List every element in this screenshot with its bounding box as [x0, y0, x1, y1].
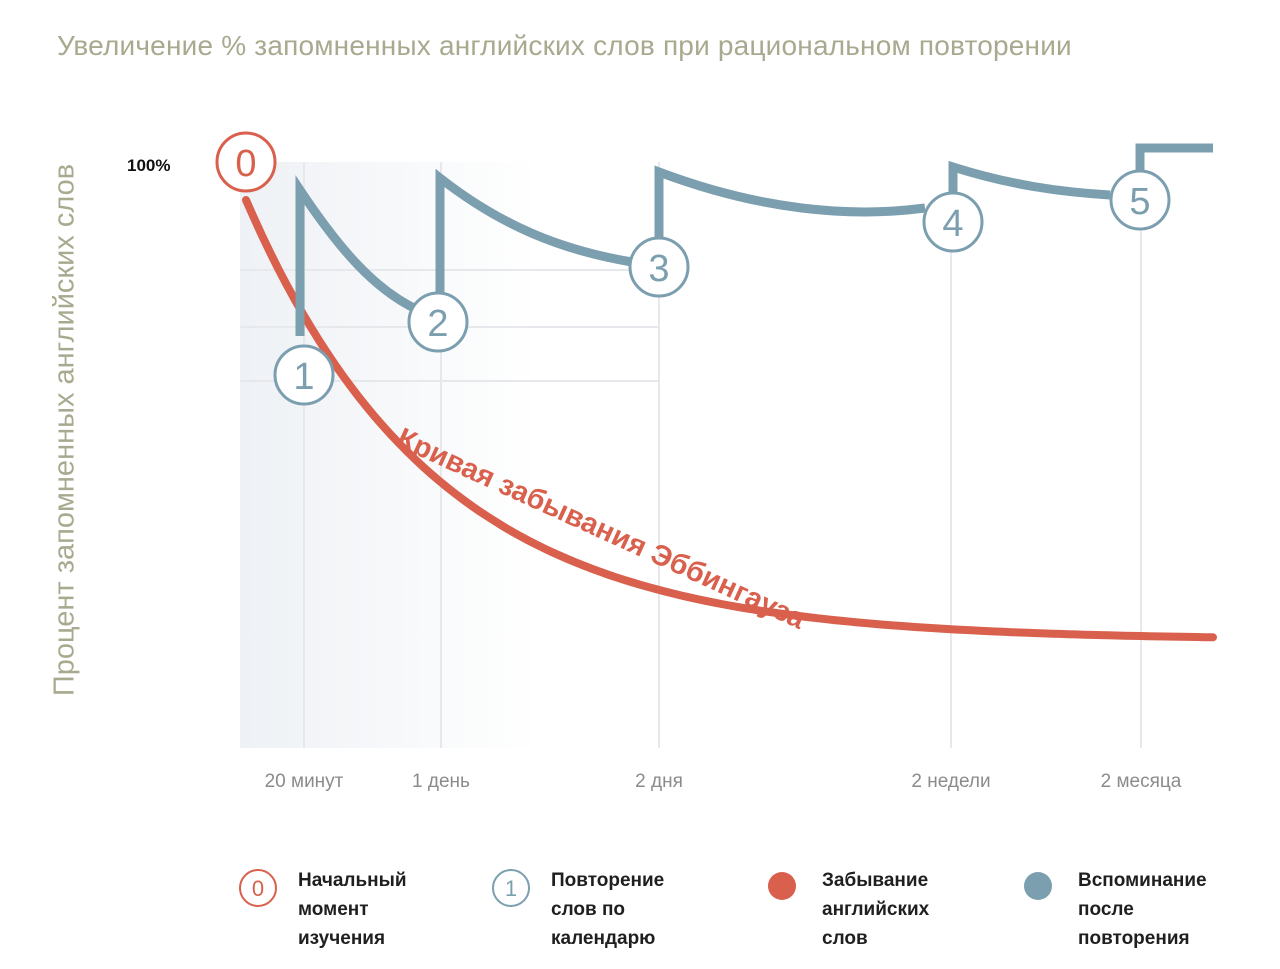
marker-ring [922, 191, 984, 253]
marker-label: 3 [648, 248, 669, 290]
legend-dot-icon [762, 868, 802, 908]
marker-label: 0 [235, 143, 256, 185]
legend: 0 Начальный момент изучения 1 Повторение сл… [0, 866, 1280, 966]
legend-label: Повторение слов по календарю [551, 870, 665, 949]
legend-label: Вспоминание после повторения [1078, 870, 1207, 949]
recall-curve-4 [948, 160, 1111, 200]
marker-5: 5 [1109, 169, 1171, 231]
marker-3: 3 [628, 236, 690, 298]
legend-label: Начальный момент изучения [298, 870, 407, 949]
recall-curve-1 [295, 175, 420, 336]
x-tick-label: 2 недели [911, 771, 990, 792]
legend-ring-icon: 0 [238, 868, 278, 908]
legend-marker-label: 0 [252, 876, 264, 901]
marker-ring [215, 131, 277, 193]
x-tick-label: 2 месяца [1101, 771, 1182, 792]
forgetting-curve [242, 196, 1217, 642]
plot-background [240, 162, 540, 748]
marker-ring [628, 236, 690, 298]
marker-label: 5 [1129, 181, 1150, 223]
marker-4: 4 [922, 191, 984, 253]
x-tick-label: 20 минут [265, 771, 344, 792]
legend-marker-label: 1 [505, 876, 517, 901]
marker-ring [1109, 169, 1171, 231]
legend-ring-icon: 1 [491, 868, 531, 908]
legend-item: 0 Начальный момент изучения [238, 866, 407, 953]
legend-dot-icon [1018, 868, 1058, 908]
recall-curve-5 [1135, 143, 1213, 175]
legend-item: 1 Повторение слов по календарю [491, 866, 664, 953]
x-tick-label: 1 день [412, 771, 470, 792]
marker-label: 2 [427, 303, 448, 345]
chart-canvas: 20 минут 1 день 2 дня 2 недели 2 месяца100% … [127, 131, 1217, 792]
marker-ring [273, 344, 335, 406]
marker-label: 1 [293, 356, 314, 398]
recall-curve-2 [435, 168, 633, 300]
legend-item: Забывание английских слов [762, 866, 929, 953]
y-tick-label: 100% [127, 156, 170, 175]
legend-label: Забывание английских слов [822, 870, 930, 949]
marker-2: 2 [407, 291, 469, 353]
marker-ring [407, 291, 469, 353]
recall-curve-3 [654, 165, 926, 240]
chart-title: Увеличение % запомненных английских слов… [57, 30, 1072, 61]
legend-item: Вспоминание после повторения [1018, 866, 1207, 953]
x-tick-label: 2 дня [635, 771, 683, 792]
marker-1: 1 [273, 344, 335, 406]
marker-label: 4 [942, 203, 963, 245]
marker-0: 0 [215, 131, 277, 193]
